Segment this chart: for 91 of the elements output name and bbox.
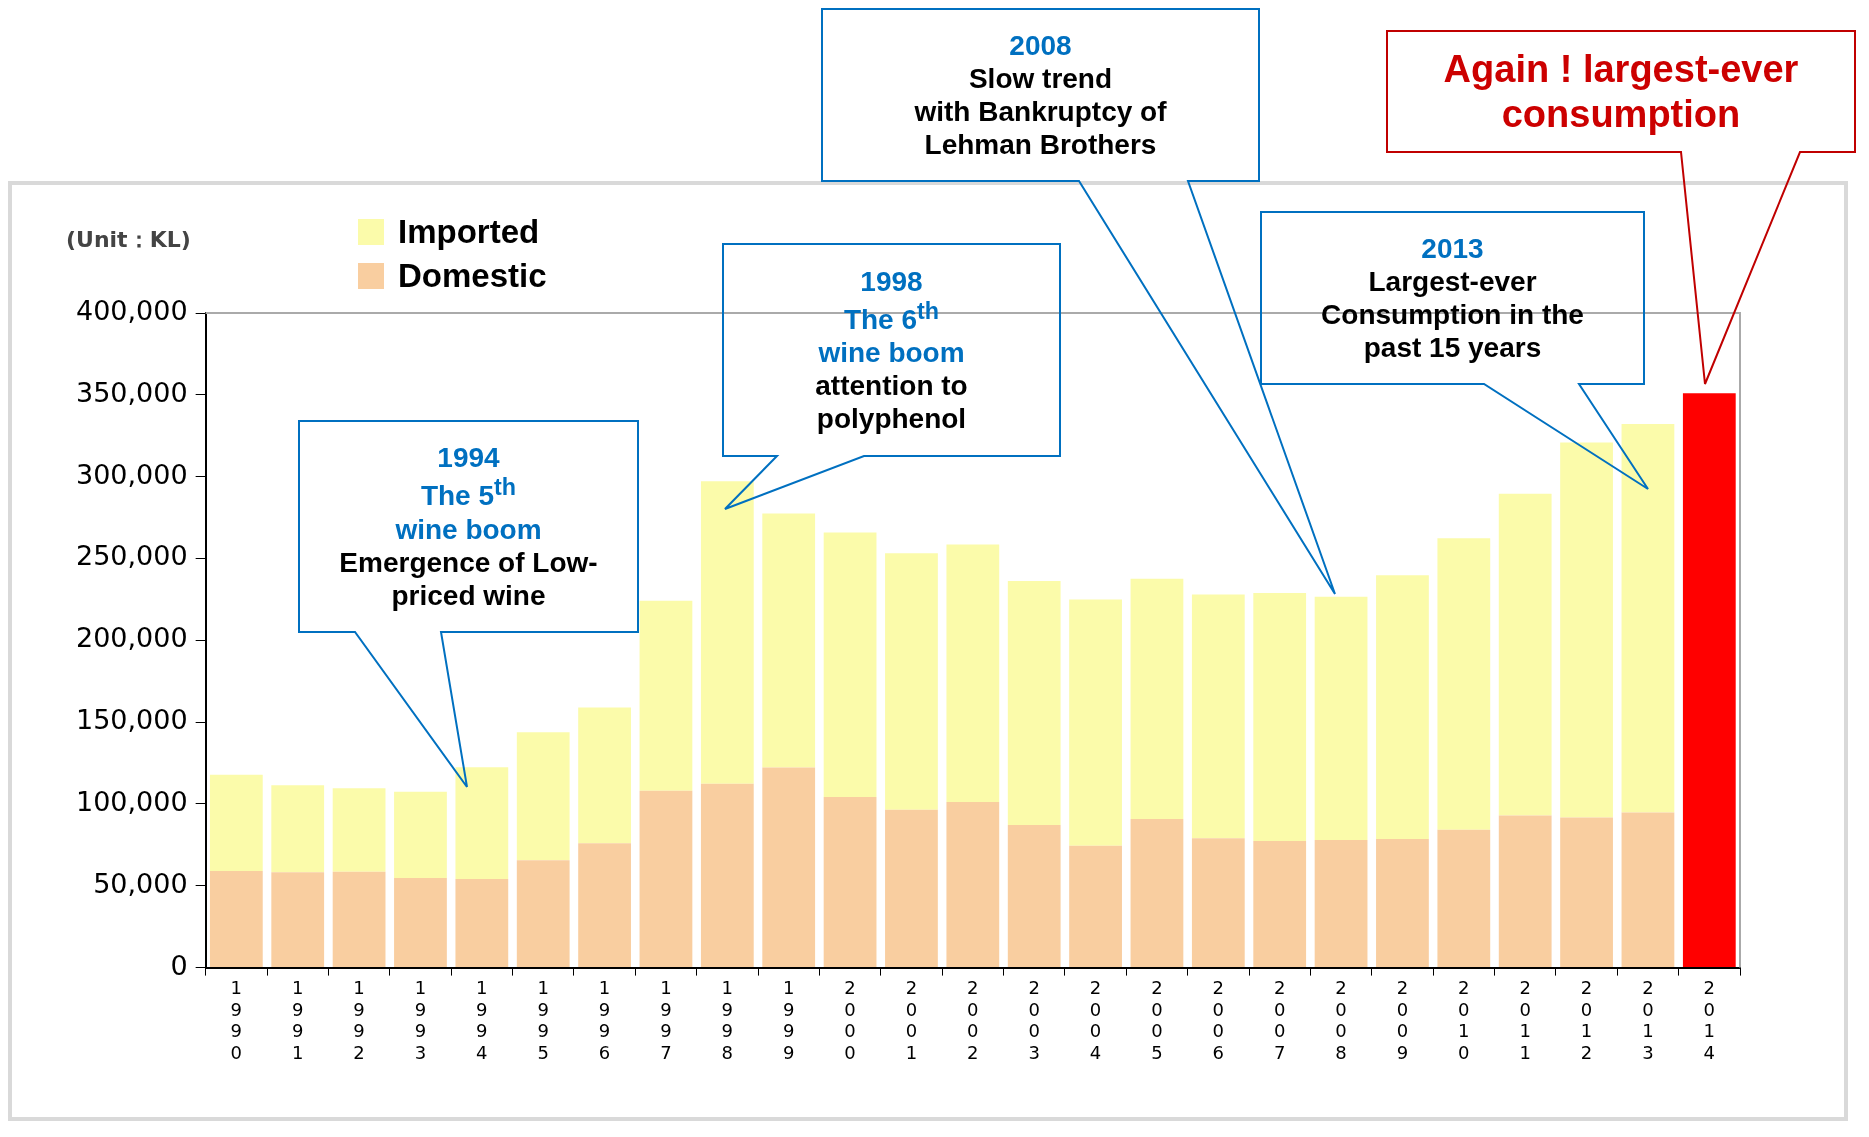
x-tick-label: 2011 [1519, 977, 1531, 1063]
x-tick-label: 2008 [1335, 977, 1347, 1063]
bar [1437, 829, 1491, 968]
x-tick-label: 2009 [1396, 977, 1409, 1063]
bar [946, 801, 1000, 968]
bar [885, 553, 938, 810]
x-tick-label: 1995 [537, 977, 549, 1063]
x-tick-label: 2001 [905, 977, 918, 1063]
bar [1314, 596, 1368, 841]
x-tick-label: 2005 [1151, 977, 1163, 1063]
bar [271, 785, 325, 873]
bar [1253, 593, 1307, 841]
x-tick-label: 1992 [353, 977, 365, 1063]
y-tick-label: 100,000 [76, 785, 188, 817]
bar [1498, 493, 1552, 816]
x-tick-label: 1998 [721, 977, 734, 1063]
bar [209, 774, 263, 871]
bar [1498, 815, 1552, 968]
x-tick-label: 2007 [1273, 977, 1286, 1063]
y-tick-label: 0 [170, 949, 188, 981]
bar [1314, 840, 1368, 968]
bar [332, 871, 386, 968]
bar [885, 809, 938, 968]
bar [1376, 575, 1429, 839]
x-tick-label: 1997 [660, 977, 672, 1063]
bar [946, 544, 1000, 802]
x-tick-label: 2004 [1089, 977, 1102, 1063]
bar [1130, 578, 1184, 820]
bar [1621, 812, 1675, 968]
bar [394, 878, 447, 968]
bar [639, 790, 693, 968]
bar [823, 532, 877, 798]
bar [1191, 594, 1245, 839]
bar [578, 843, 631, 968]
bar [394, 791, 447, 879]
x-tick-label: 1991 [291, 977, 304, 1063]
bar [1560, 817, 1613, 968]
bar [578, 707, 631, 844]
bar [1437, 538, 1491, 830]
bar [639, 600, 693, 791]
bar [1069, 845, 1122, 968]
bar [1621, 424, 1675, 813]
bar [1007, 581, 1061, 825]
y-tick-label: 150,000 [76, 704, 188, 736]
y-tick-label: 400,000 [76, 295, 188, 327]
bar [1560, 442, 1613, 818]
annotation: 1994 The 5$^{th}$ wine boom Emergence of Low- priced wine [339, 441, 598, 612]
annotation: 1998 The 6$^{th}$ wine boom attention to polyphenol [815, 264, 968, 436]
y-tick-label: 350,000 [76, 376, 188, 408]
bar [516, 860, 570, 968]
text: Again ! largest-ever consumption [1443, 46, 1799, 137]
x-tick-label: 1994 [476, 977, 488, 1063]
bar [762, 767, 816, 968]
x-tick-label: 2014 [1703, 977, 1716, 1063]
bar [516, 732, 570, 861]
x-tick-label: 1999 [782, 977, 795, 1063]
annotation: 2013 Largest-ever Consumption in the past 15 years [1321, 231, 1584, 365]
x-tick-label: 2003 [1028, 977, 1040, 1063]
x-tick-label: 1993 [414, 977, 427, 1063]
text: 2008 Slow trend with Bankruptcy of Lehman Brothers [914, 28, 1167, 162]
bar [209, 870, 263, 968]
bar [762, 513, 816, 768]
bar [455, 767, 509, 880]
y-tick-label: 50,000 [93, 867, 188, 899]
y-tick-label: 300,000 [76, 458, 188, 490]
bar [1682, 393, 1736, 968]
x-tick-label: 1996 [598, 977, 611, 1063]
x-tick-label: 1990 [230, 977, 243, 1063]
x-tick-label: 2012 [1580, 977, 1593, 1063]
bar [455, 879, 509, 968]
x-tick-label: 2000 [844, 977, 856, 1063]
x-tick-label: 2013 [1642, 977, 1654, 1063]
bar [1007, 824, 1061, 968]
y-tick-label: 200,000 [76, 622, 188, 654]
bar [332, 788, 386, 872]
y-axis-title: (Unit：KL) [66, 226, 191, 254]
x-tick-label: 2006 [1212, 977, 1225, 1063]
legend-label: Imported [398, 213, 540, 251]
bar [1069, 599, 1122, 846]
bar [700, 481, 754, 784]
x-tick-label: 2010 [1458, 977, 1470, 1063]
bar [823, 797, 877, 968]
bar [1130, 819, 1184, 968]
bar [271, 872, 325, 968]
legend-label: Domestic [398, 257, 547, 295]
x-tick-label: 2002 [967, 977, 979, 1063]
bar [1376, 838, 1429, 968]
bar [700, 783, 754, 968]
bar [1191, 838, 1245, 968]
bar [1253, 840, 1307, 968]
y-tick-label: 250,000 [76, 540, 188, 572]
